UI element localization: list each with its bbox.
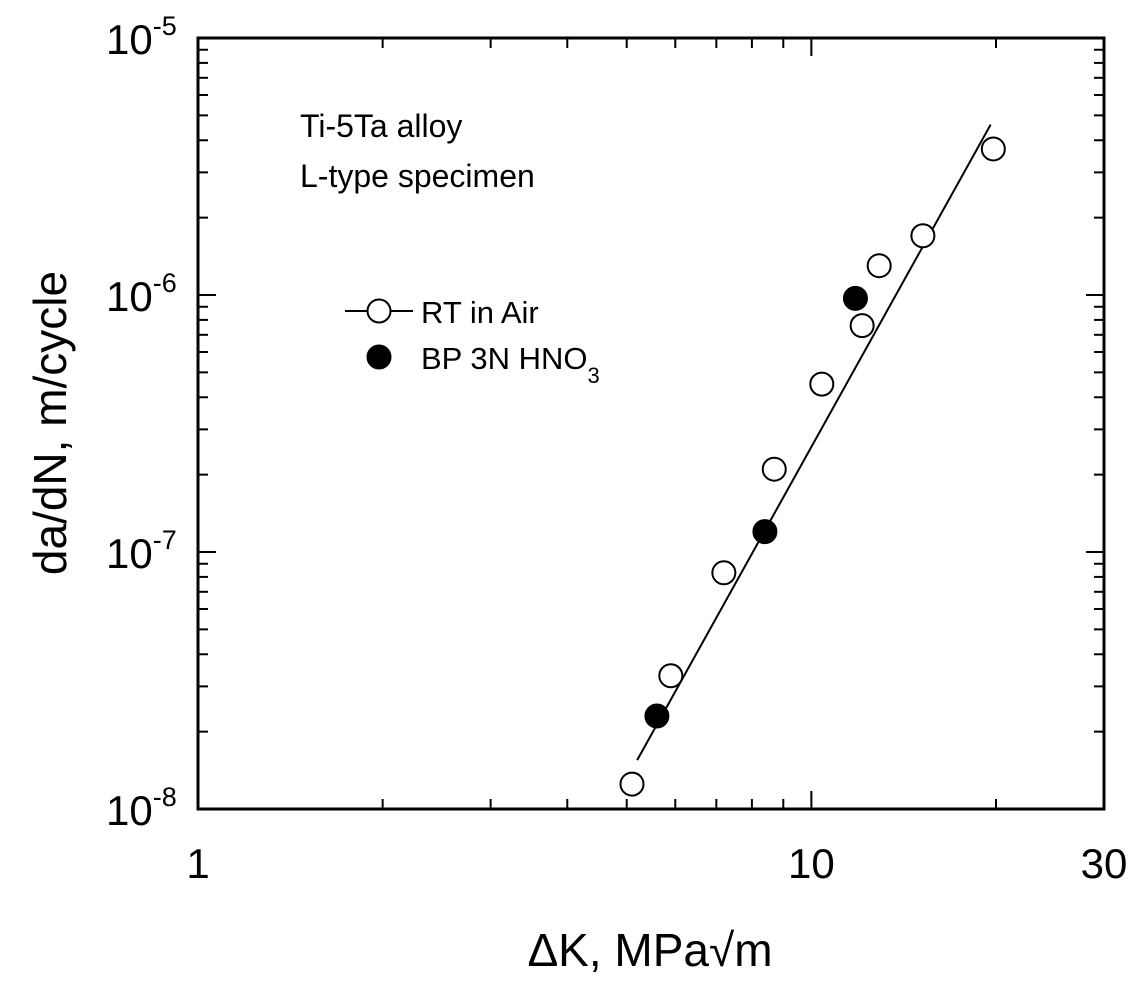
fit-line [636,124,992,761]
y-tick-base: 10 [106,787,153,834]
x-tick-label: 10 [788,840,835,887]
major-ticks [197,38,1104,810]
x-tick-label: 30 [1081,840,1128,887]
data-point-rt-air [910,223,936,249]
x-axis-title: ΔK, MPa√m [527,924,772,976]
y-tick-label: 10-7 [106,525,177,577]
data-point-rt-air [761,456,787,482]
legend-label-rt-air: RT in Air [421,295,539,330]
legend-marker-bp-hno3 [366,344,392,370]
data-points [619,136,1006,797]
data-point-rt-air [711,560,737,586]
y-tick-exponent: -7 [153,525,177,555]
y-axis-title: da/dN, m/cycle [24,271,76,575]
legend-marker-rt-air [366,298,392,324]
legend-label-bp-hno3-main: BP 3N HNO [421,341,588,376]
data-point-rt-air [866,253,892,279]
x-tick-labels: 1 10 30 [186,840,1127,887]
data-point-rt-air [658,663,684,689]
legend: RT in Air BP 3N HNO3 [345,295,600,388]
data-point-rt-air [849,313,875,339]
y-tick-exponent: -5 [153,11,177,41]
annotation-line-2: L-type specimen [300,158,535,194]
y-tick-labels: 10-810-710-610-5 [106,11,177,834]
y-tick-base: 10 [106,16,153,63]
y-tick-exponent: -6 [153,268,177,298]
data-point-rt-air [619,771,645,797]
y-tick-label: 10-5 [106,11,177,63]
data-point-bp-hno3 [842,285,868,311]
legend-label-bp-hno3-sub: 3 [588,363,600,388]
legend-label-bp-hno3: BP 3N HNO3 [421,341,600,388]
data-point-rt-air [980,136,1006,162]
annotation-line-1: Ti-5Ta alloy [300,108,462,144]
minor-ticks [198,38,1105,809]
y-tick-label: 10-6 [106,268,177,320]
data-point-rt-air [809,371,835,397]
y-tick-base: 10 [106,273,153,320]
y-tick-base: 10 [106,530,153,577]
data-point-bp-hno3 [644,703,670,729]
y-tick-label: 10-8 [106,782,177,834]
x-tick-label: 1 [186,840,209,887]
plot-frame [196,36,1106,811]
data-point-bp-hno3 [752,519,778,545]
y-tick-exponent: -8 [153,782,177,812]
